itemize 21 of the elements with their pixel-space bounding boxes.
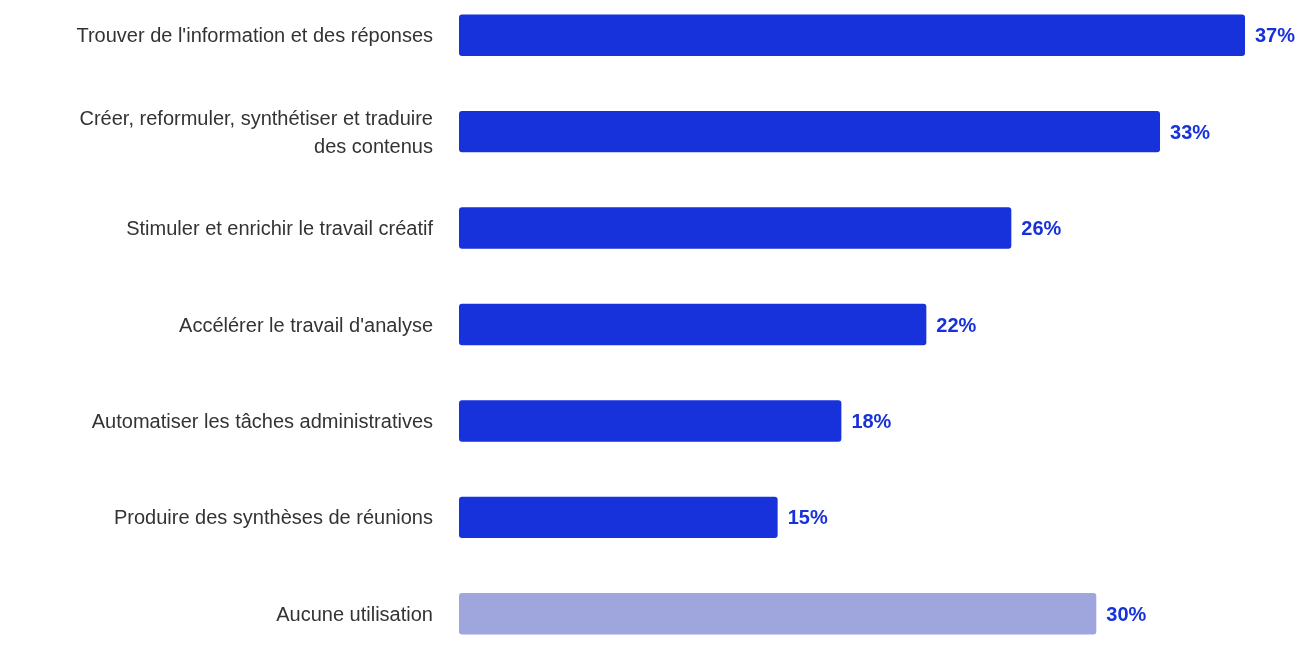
bar: [459, 593, 1097, 635]
y-tick-label: Stimuler et enrichir le travail créatif: [126, 217, 434, 240]
bar: [459, 207, 1012, 249]
y-tick-label: Créer, reformuler, synthétiser et traduire des contenus: [79, 106, 433, 157]
y-tick-label: Accélérer le travail d'analyse: [179, 313, 433, 336]
data-label: 37%: [1255, 24, 1296, 47]
data-label: 30%: [1106, 602, 1147, 625]
y-tick-label: Trouver de l'information et des réponses: [76, 24, 433, 47]
data-label: 15%: [787, 506, 828, 529]
data-label: 22%: [936, 313, 977, 336]
bar: [459, 496, 778, 539]
data-label: 33%: [1170, 120, 1211, 143]
y-tick-label: Automatiser les tâches administratives: [91, 409, 433, 432]
bar: [459, 14, 1245, 56]
y-tick-label: Produire des synthèses de réunions: [113, 506, 433, 529]
y-tick-label: Aucune utilisation: [276, 602, 433, 625]
bar: [459, 303, 927, 346]
data-label: 18%: [851, 409, 892, 432]
bar: [459, 110, 1161, 153]
bar: [459, 400, 842, 442]
data-label: 26%: [1021, 217, 1062, 240]
